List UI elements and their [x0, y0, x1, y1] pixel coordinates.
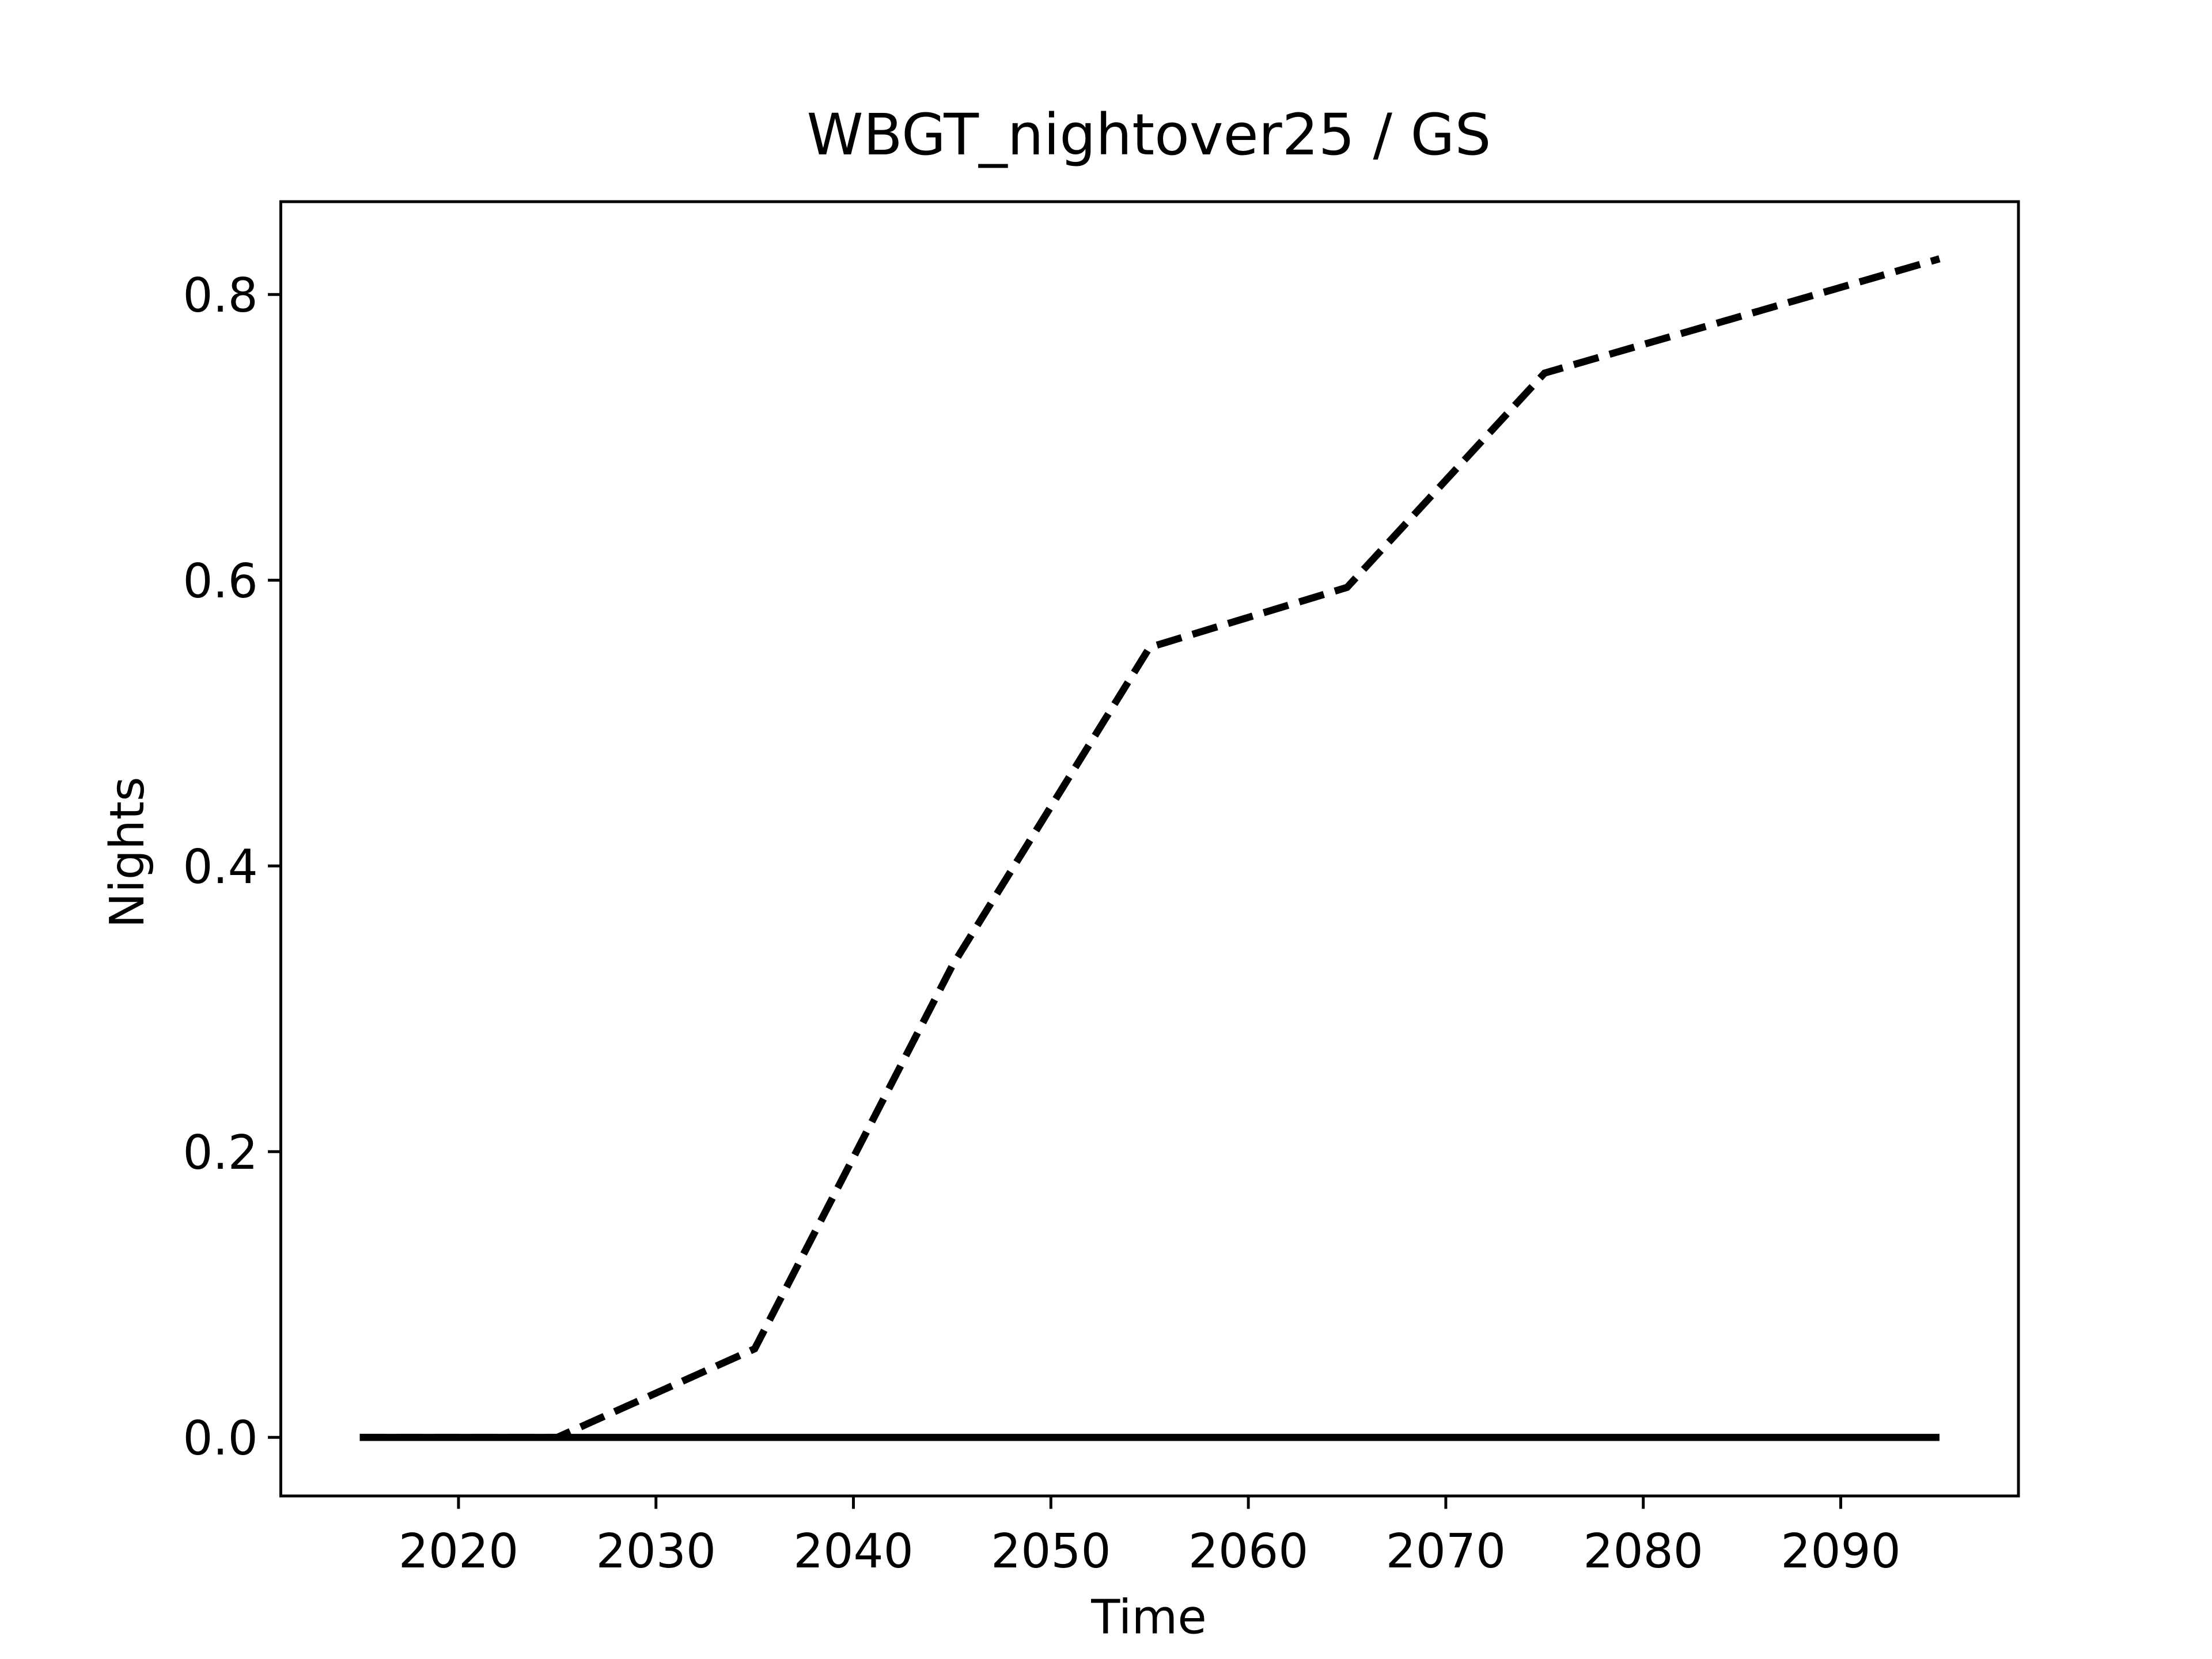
x-axis-label: Time	[1090, 1590, 1206, 1645]
plot-frame	[279, 200, 2020, 1498]
x-tick-label: 2060	[1188, 1524, 1309, 1579]
x-tick-label: 2050	[991, 1524, 1111, 1579]
x-tick-label: 2040	[793, 1524, 914, 1579]
x-tick-label: 2020	[399, 1524, 519, 1579]
y-tick-label: 0.4	[183, 840, 257, 895]
x-tick-label: 2080	[1583, 1524, 1703, 1579]
y-tick-label: 0.6	[183, 554, 257, 609]
line-series	[359, 255, 1941, 1441]
x-tick-label: 2030	[596, 1524, 716, 1579]
y-axis-label: Nights	[100, 777, 155, 928]
y-tick-label: 0.0	[183, 1411, 257, 1466]
x-tick-label: 2070	[1386, 1524, 1506, 1579]
y-tick-label: 0.2	[183, 1126, 257, 1180]
x-tick-label: 2090	[1781, 1524, 1900, 1579]
y-tick-label: 0.8	[183, 268, 257, 323]
chart-title: WBGT_nightover25 / GS	[806, 102, 1491, 168]
